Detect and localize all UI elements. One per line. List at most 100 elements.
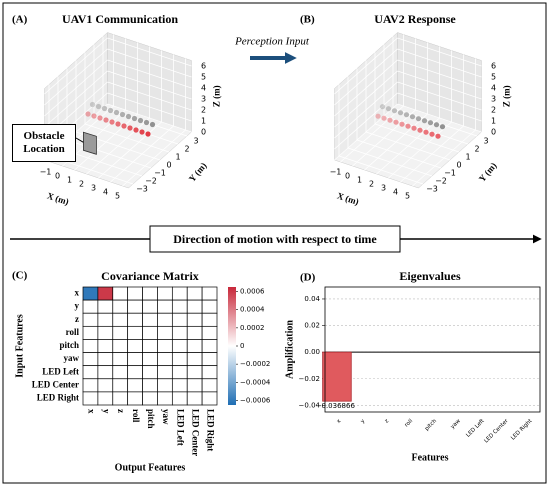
- cell: [142, 325, 158, 340]
- row-label: pitch: [59, 340, 79, 350]
- x-tick-label: 0: [55, 172, 60, 181]
- grid-line: [66, 139, 152, 169]
- grid-line: [107, 103, 192, 133]
- col-label: LED Left: [176, 409, 186, 446]
- z-tick-label: 3: [201, 95, 206, 104]
- y-tick-label: 0: [456, 161, 461, 170]
- cell: [171, 365, 188, 380]
- x-axis-label: X (m): [46, 191, 70, 207]
- grid-line: [44, 70, 108, 128]
- point: [435, 133, 441, 139]
- cell: [97, 286, 114, 301]
- cell: [157, 391, 173, 406]
- col-label: LED Right: [205, 409, 215, 451]
- z-axis-label: Z (m): [212, 85, 222, 107]
- chart-title: Covariance Matrix: [101, 269, 199, 283]
- grid-line: [356, 139, 442, 169]
- z-tick-label: 5: [201, 73, 206, 82]
- point: [423, 129, 429, 135]
- point: [393, 119, 399, 125]
- y-axis-label: Y (m): [477, 161, 499, 184]
- cell: [112, 299, 129, 314]
- colorbar-tick-label: 0.0002: [240, 324, 265, 332]
- cell: [82, 299, 99, 314]
- colorbar-tick-label: −0.0006: [240, 396, 271, 404]
- grid-line: [107, 70, 192, 100]
- y-axis-label: Y (m): [187, 161, 209, 184]
- point: [433, 122, 440, 128]
- cell: [112, 286, 129, 301]
- y-tick-label: −2: [435, 177, 447, 186]
- point: [375, 113, 381, 119]
- cell: [201, 325, 218, 340]
- cell: [201, 365, 218, 380]
- z-axis-label: Z (m): [502, 85, 512, 107]
- col-label: roll: [131, 409, 141, 423]
- grid-line: [107, 92, 192, 122]
- y-tick-label: 1: [175, 153, 180, 162]
- cell: [157, 312, 173, 327]
- cell: [171, 299, 188, 314]
- y-axis-label: Amplification: [284, 320, 295, 379]
- grid-line: [397, 70, 482, 100]
- cell: [127, 352, 143, 367]
- grid-line: [365, 131, 451, 161]
- col-label: yaw: [161, 409, 171, 425]
- point: [133, 127, 139, 133]
- cell: [112, 378, 129, 393]
- point: [403, 112, 410, 118]
- panel-label: (B): [300, 14, 315, 26]
- z-tick-label: 5: [491, 73, 496, 82]
- colorbar-tick-label: −0.0002: [240, 360, 270, 368]
- perception-label: Perception Input: [234, 36, 310, 48]
- grid-line: [334, 37, 398, 95]
- col-label: y: [101, 409, 111, 414]
- cell: [186, 339, 203, 353]
- point: [113, 109, 120, 116]
- cell: [157, 299, 173, 314]
- cell: [201, 312, 218, 327]
- x-tick-label: x: [336, 418, 343, 425]
- cell: [97, 378, 114, 393]
- y-tick-label: −1: [444, 169, 456, 178]
- point: [101, 105, 108, 112]
- y-tick-label: 2: [474, 145, 479, 154]
- cell: [127, 365, 143, 380]
- cell: [171, 286, 188, 301]
- point: [409, 114, 416, 120]
- cell: [112, 312, 129, 327]
- cell: [186, 325, 203, 340]
- cell: [127, 299, 143, 314]
- grid-line: [107, 48, 192, 78]
- value-label: -0.036866: [319, 402, 355, 410]
- direction-box: [149, 225, 401, 253]
- cell: [82, 325, 99, 340]
- x-tick-label: 3: [91, 184, 96, 193]
- y-tick-label: −0.04: [299, 401, 321, 409]
- y-tick-label: 0.04: [304, 295, 320, 303]
- direction-label: Direction of motion with respect to time: [173, 232, 377, 246]
- colorbar-tick-label: −0.0004: [240, 378, 271, 386]
- point: [89, 101, 96, 108]
- colorbar: [228, 287, 236, 405]
- cell: [82, 286, 99, 301]
- y-tick-label: −1: [154, 169, 166, 178]
- cell: [127, 286, 143, 301]
- point: [107, 107, 114, 114]
- plot-frame: [324, 286, 541, 413]
- row-label: LED Center: [32, 379, 79, 389]
- grid-line: [334, 81, 398, 139]
- z-tick-label: 2: [201, 106, 206, 115]
- cell: [82, 352, 99, 367]
- y-tick-label: 0.02: [304, 322, 320, 330]
- obstacle-label: Obstacle Location: [12, 124, 76, 162]
- cell: [201, 378, 218, 393]
- cell: [97, 339, 114, 353]
- y-axis-label: Input Features: [14, 314, 25, 378]
- cell: [112, 325, 129, 340]
- row-label: LED Left: [42, 366, 79, 376]
- x-tick-label: z: [384, 418, 390, 424]
- x-tick-label: LED Right: [510, 418, 534, 442]
- grid-line: [397, 37, 482, 67]
- point: [127, 125, 133, 131]
